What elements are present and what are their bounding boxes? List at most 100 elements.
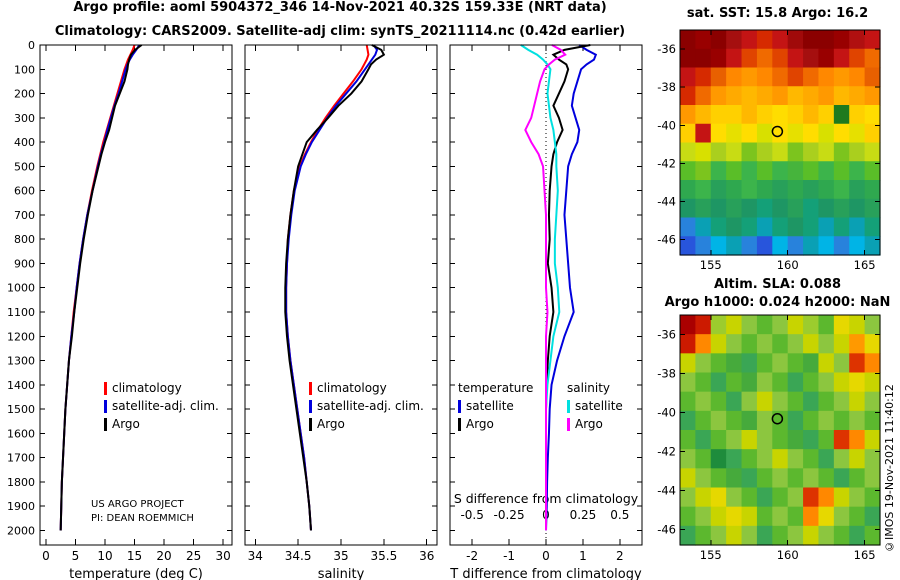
svg-text:2: 2 <box>616 549 624 563</box>
svg-text:-44: -44 <box>657 195 676 209</box>
svg-text:1000: 1000 <box>7 282 35 295</box>
legend-label-argo: Argo <box>317 417 345 431</box>
legend-item-sdiff-satellite: satellite <box>567 397 623 415</box>
series-satellite-adj-clim- <box>285 44 379 531</box>
svg-text:10: 10 <box>97 549 112 563</box>
difference-legend-salinity-header: salinity <box>567 381 611 395</box>
legend-item-satellite-clim: satellite-adj. clim. <box>309 397 424 415</box>
sla-map: 155 160 165 -36 -38 -40 -42 -44 -46 <box>657 314 881 562</box>
sst-map: 155 160 165 -36 -38 -40 -42 -44 -46 <box>657 29 881 272</box>
legend-item-argo: Argo <box>104 415 219 433</box>
svg-text:35: 35 <box>333 549 348 563</box>
svg-text:25: 25 <box>186 549 201 563</box>
series-salinity-argo <box>524 44 567 531</box>
svg-text:155: 155 <box>700 258 722 272</box>
sla-map-title-line2: Argo h1000: 0.024 h2000: NaN <box>664 295 891 310</box>
svg-text:0.5: 0.5 <box>610 508 629 522</box>
legend-label-tdiff-argo: Argo <box>466 417 494 431</box>
svg-text:35.5: 35.5 <box>370 549 397 563</box>
svg-text:36: 36 <box>419 549 434 563</box>
satellite-clim-line-swatch <box>309 399 312 413</box>
difference-profile: -2 -1 0 1 2S difference from climatology-0.5… <box>449 44 643 580</box>
svg-text:1: 1 <box>579 549 587 563</box>
legend-label-sdiff-argo: Argo <box>575 417 603 431</box>
svg-text:temperature (deg C): temperature (deg C) <box>69 567 203 580</box>
svg-text:0: 0 <box>542 549 550 563</box>
series-climatology <box>59 44 136 531</box>
svg-text:-1: -1 <box>503 549 515 563</box>
series-temperature-argo <box>545 44 591 531</box>
svg-text:700: 700 <box>14 209 35 222</box>
argo-line-swatch <box>104 417 107 431</box>
project-annotation: US ARGO PROJECT PI: DEAN ROEMMICH <box>91 498 194 526</box>
svg-text:1900: 1900 <box>7 500 35 513</box>
legend-label-sdiff-satellite: satellite <box>575 399 623 413</box>
legend-item-argo: Argo <box>309 415 424 433</box>
legend-label-climatology: climatology <box>317 381 387 395</box>
satellite-clim-line-swatch <box>104 399 107 413</box>
salinity-profile: 34 34.5 35 35.5 36 salinity <box>244 44 438 580</box>
svg-text:-40: -40 <box>657 118 676 132</box>
legend-item-tdiff-satellite: satellite <box>458 397 533 415</box>
svg-text:-36: -36 <box>657 42 676 56</box>
svg-text:2000: 2000 <box>7 524 35 537</box>
svg-text:400: 400 <box>14 136 35 149</box>
difference-legend-temperature: temperature satellite Argo <box>458 379 533 433</box>
legend-item-climatology: climatology <box>309 379 424 397</box>
argo-location-marker <box>771 412 784 425</box>
svg-text:T difference from climatology: T difference from climatology <box>449 567 642 580</box>
sst-map-title: sat. SST: 15.8 Argo: 16.2 <box>686 6 869 21</box>
svg-text:0.25: 0.25 <box>570 508 597 522</box>
legend-label-argo: Argo <box>112 417 140 431</box>
temperature-profile: 0100200300400500600700800900100011001200… <box>7 39 233 580</box>
svg-text:300: 300 <box>14 112 35 125</box>
svg-text:-42: -42 <box>657 444 676 458</box>
svg-text:165: 165 <box>854 258 876 272</box>
argo-line-swatch <box>309 417 312 431</box>
svg-text:155: 155 <box>700 548 722 562</box>
svg-text:1300: 1300 <box>7 355 35 368</box>
tdiff-satellite-line-swatch <box>458 399 461 413</box>
series-satellite-adj-clim- <box>59 44 141 531</box>
sdiff-argo-line-swatch <box>567 417 570 431</box>
svg-text:1100: 1100 <box>7 306 35 319</box>
svg-text:1500: 1500 <box>7 403 35 416</box>
svg-text:5: 5 <box>72 549 80 563</box>
svg-text:1700: 1700 <box>7 452 35 465</box>
svg-text:-44: -44 <box>657 483 676 497</box>
svg-text:900: 900 <box>14 257 35 270</box>
svg-text:1400: 1400 <box>7 379 35 392</box>
series-argo <box>59 44 143 531</box>
svg-text:1800: 1800 <box>7 476 35 489</box>
svg-text:salinity: salinity <box>318 567 365 580</box>
temperature-panel-legend: climatology satellite-adj. clim. Argo <box>104 379 219 433</box>
svg-text:160: 160 <box>777 548 799 562</box>
svg-text:600: 600 <box>14 185 35 198</box>
legend-item-sdiff-argo: Argo <box>567 415 623 433</box>
argo-location-marker <box>771 125 784 138</box>
svg-text:100: 100 <box>14 63 35 76</box>
figure-title-line1: Argo profile: aoml 5904372_346 14-Nov-20… <box>73 0 607 15</box>
project-line1: US ARGO PROJECT <box>91 499 184 510</box>
sla-map-title-line1: Altim. SLA: 0.088 <box>714 277 841 292</box>
legend-label-tdiff-satellite: satellite <box>466 399 514 413</box>
svg-text:-0.25: -0.25 <box>494 508 525 522</box>
series-argo <box>284 44 386 531</box>
series-salinity-satellite <box>520 44 561 531</box>
svg-text:-40: -40 <box>657 405 676 419</box>
svg-text:-38: -38 <box>657 80 676 94</box>
svg-text:500: 500 <box>14 160 35 173</box>
svg-text:800: 800 <box>14 233 35 246</box>
difference-legend-temperature-header: temperature <box>458 381 534 395</box>
svg-text:34.5: 34.5 <box>285 549 312 563</box>
svg-text:-46: -46 <box>657 522 676 536</box>
legend-item-satellite-clim: satellite-adj. clim. <box>104 397 219 415</box>
svg-text:-42: -42 <box>657 156 676 170</box>
svg-text:-36: -36 <box>657 327 676 341</box>
svg-text:-38: -38 <box>657 366 676 380</box>
legend-item-tdiff-argo: Argo <box>458 415 533 433</box>
series-temperature-satellite <box>545 44 598 531</box>
svg-text:-0.5: -0.5 <box>460 508 483 522</box>
tdiff-argo-line-swatch <box>458 417 461 431</box>
